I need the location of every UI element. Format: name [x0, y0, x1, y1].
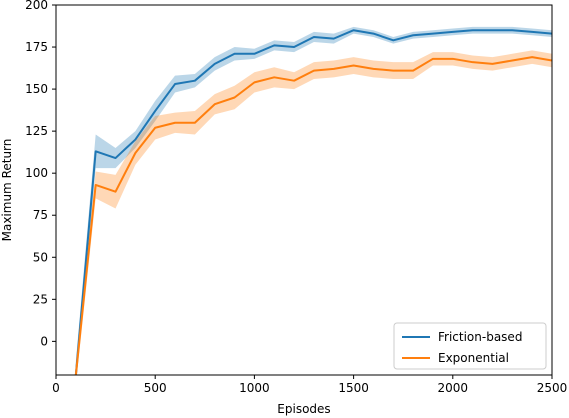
line-friction-based [74, 29, 552, 375]
y-tick-label: 175 [25, 40, 48, 54]
y-tick-label: 25 [33, 292, 48, 306]
x-axis-label: Episodes [277, 402, 330, 416]
band-exponential [75, 50, 552, 375]
y-tick-label: 200 [25, 0, 48, 12]
y-tick-label: 150 [25, 82, 48, 96]
legend-box [393, 322, 547, 370]
y-axis-label: Maximum Return [0, 139, 14, 242]
legend-label-friction-based: Friction-based [438, 330, 522, 344]
x-tick-label: 1000 [239, 381, 270, 395]
confidence-bands [75, 26, 552, 375]
y-tick-label: 75 [33, 208, 48, 222]
y-tick-label: 50 [33, 250, 48, 264]
y-tick-label: 125 [25, 124, 48, 138]
x-tick-label: 2500 [537, 381, 568, 395]
x-tick-label: 2000 [438, 381, 469, 395]
y-tick-label: 0 [40, 334, 48, 348]
x-tick-label: 0 [52, 381, 60, 395]
legend: Friction-based Exponential [393, 322, 547, 370]
x-tick-label: 500 [144, 381, 167, 395]
y-axis: 0 25 50 75 100 125 150 175 200 [25, 0, 56, 348]
legend-label-exponential: Exponential [438, 351, 509, 365]
plot-frame [55, 4, 553, 376]
series-lines [74, 29, 552, 375]
y-tick-label: 100 [25, 166, 48, 180]
x-tick-label: 1500 [338, 381, 369, 395]
x-axis: 0 500 1000 1500 2000 2500 [52, 375, 567, 395]
line-exponential [74, 56, 552, 375]
